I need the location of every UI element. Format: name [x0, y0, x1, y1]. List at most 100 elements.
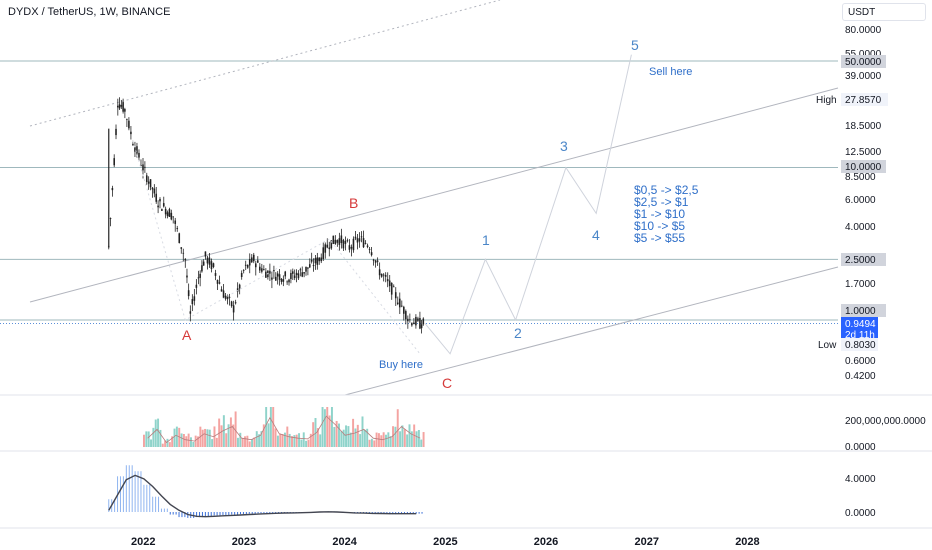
volume-bar	[333, 426, 336, 447]
volume-bar	[241, 437, 244, 447]
candle-body	[222, 290, 225, 298]
channel-line[interactable]	[29, 87, 839, 303]
wave-label-1: 1	[482, 232, 490, 248]
volume-bar	[279, 433, 282, 447]
volume-bar	[197, 436, 199, 447]
volume-bar	[408, 424, 411, 447]
candle-body	[336, 240, 339, 243]
time-tick-label: 2026	[534, 536, 558, 548]
time-tick-label: 2027	[635, 536, 659, 548]
volume-bar	[321, 407, 324, 447]
wave-projection[interactable]	[132, 54, 632, 355]
candle-body	[269, 270, 271, 274]
candle-body	[370, 252, 373, 256]
volume-bar	[415, 431, 418, 447]
volume-bar	[323, 409, 326, 447]
buy-annotation: Buy here	[379, 359, 423, 371]
low-label: Low	[818, 340, 837, 351]
candle-body	[216, 279, 219, 284]
candle-body	[155, 193, 158, 202]
volume-bar	[406, 434, 409, 447]
candle-body	[290, 273, 292, 279]
candle-body	[161, 209, 163, 211]
wave-projection-path[interactable]	[424, 54, 632, 355]
candle-body	[364, 243, 367, 244]
currency-selector[interactable]: USDT	[842, 3, 926, 21]
current-price-tag	[841, 317, 878, 341]
channel-line[interactable]	[29, 0, 501, 127]
candle-body	[195, 284, 198, 288]
candle-body	[170, 212, 173, 220]
candle-body	[197, 277, 200, 279]
candle-body	[380, 273, 383, 277]
high-label: High	[816, 95, 837, 106]
volume-bar	[410, 431, 413, 447]
price-tick-label: 18.5000	[845, 121, 882, 132]
volume-bar	[161, 443, 164, 447]
candle-body	[132, 144, 134, 146]
candle-body	[307, 267, 309, 269]
volume-bar	[192, 441, 195, 447]
candle-body	[419, 317, 421, 329]
trend-channel[interactable]	[29, 0, 839, 396]
volume-bar	[272, 407, 275, 447]
candle-body	[322, 247, 325, 259]
volume-bar	[399, 431, 402, 447]
level-price-tag-label: 1.0000	[845, 306, 876, 317]
volume-bar	[314, 418, 317, 447]
price-tick-label: 12.5000	[845, 147, 882, 158]
candle-body	[182, 252, 185, 254]
volume-bar	[420, 439, 423, 447]
volume-bar	[330, 407, 333, 447]
candle-body	[189, 311, 192, 314]
volume-bar	[152, 427, 155, 447]
volume-ma-line	[147, 415, 421, 444]
candle-body	[120, 105, 123, 107]
volume-bar	[380, 435, 383, 447]
candle-body	[271, 277, 273, 280]
high-tag	[841, 93, 888, 106]
volume-bar	[349, 432, 352, 447]
volume-bar	[185, 436, 188, 447]
candle-body	[346, 240, 349, 242]
volume-bar	[234, 411, 237, 447]
candle-body	[145, 175, 148, 182]
sell-annotation: Sell here	[649, 66, 692, 78]
time-axis[interactable]: 2022 2023 2024 2025 2026 2027 2028	[131, 536, 760, 548]
volume-bar	[258, 434, 261, 447]
candle-body	[130, 131, 132, 135]
volume-bar	[168, 442, 171, 447]
candle-body	[288, 279, 290, 283]
candle-body	[128, 120, 130, 129]
volume-bar	[345, 425, 348, 447]
channel-line[interactable]	[344, 266, 839, 396]
volume-bar	[307, 439, 310, 447]
horizontal-levels[interactable]	[0, 60, 838, 324]
volume-bar	[328, 415, 331, 447]
candle-body	[354, 236, 357, 239]
volume-bar	[178, 427, 181, 447]
candle-body	[301, 272, 304, 277]
candle-body	[278, 274, 281, 280]
time-tick-label: 2024	[332, 536, 357, 548]
volume-bar	[145, 431, 148, 447]
candle-body	[174, 220, 177, 224]
candle-body	[256, 260, 259, 263]
volume-bar	[164, 440, 167, 447]
volume-bar	[392, 426, 395, 447]
candle-body	[147, 181, 150, 184]
candle-body	[263, 268, 265, 270]
price-axis[interactable]: 80.0000 55.0000 39.0000 18.5000 12.5000 8.500…	[816, 25, 926, 519]
candle-body	[340, 235, 343, 244]
level-price-tag-label: 2.5000	[845, 255, 876, 266]
level-price-tag-label: 50.0000	[845, 57, 882, 68]
volume-bar	[366, 428, 369, 447]
candle-body	[238, 284, 241, 289]
candle-body	[420, 324, 423, 329]
candle-body	[407, 318, 409, 322]
candle-body	[261, 268, 263, 272]
candle-body	[234, 302, 237, 304]
level-price-tag	[841, 55, 886, 68]
volume-pane	[143, 407, 425, 447]
